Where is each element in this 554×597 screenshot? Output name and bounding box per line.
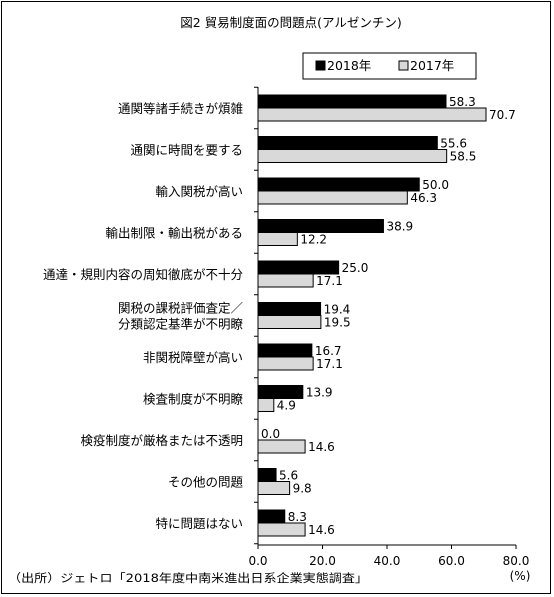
bar-2017年 <box>257 107 487 122</box>
data-label: 50.0 <box>422 178 449 192</box>
data-label: 4.9 <box>277 399 296 413</box>
data-label: 17.1 <box>316 357 343 371</box>
x-tick-label: 60.0 <box>438 554 465 568</box>
data-label: 14.6 <box>308 523 335 537</box>
source-note: （出所）ジェトロ「2018年度中南米進出日系企業実態調査」 <box>8 571 368 585</box>
bar-2018年 <box>257 177 420 192</box>
data-label: 16.7 <box>315 344 342 358</box>
bar-2017年 <box>257 190 408 205</box>
bar-2018年 <box>257 302 322 316</box>
bar-2017年 <box>257 273 314 288</box>
bar-2018年 <box>257 385 304 399</box>
data-label: 19.4 <box>324 303 351 317</box>
legend: 2018年 2017年 <box>302 52 477 80</box>
bar-2017年 <box>257 315 322 329</box>
category-label: 特に問題はない <box>155 516 243 531</box>
bar-2018年 <box>257 343 313 358</box>
bar-2018年 <box>257 509 286 524</box>
data-label: 46.3 <box>410 191 437 205</box>
category-label: 検疫制度が厳格または不透明 <box>80 433 243 448</box>
category-label: その他の問題 <box>168 475 244 490</box>
bar-2017年 <box>257 356 314 371</box>
bar-2017年 <box>257 522 306 537</box>
x-tick-label: 80.0 <box>503 554 530 568</box>
data-label: 17.1 <box>316 274 343 288</box>
legend-label-2017: 2017年 <box>410 58 454 73</box>
x-tick-label: 40.0 <box>374 554 401 568</box>
category-label: 通関等諸手続きが煩雑 <box>118 101 243 116</box>
legend-label-2018: 2018年 <box>327 58 371 73</box>
legend-box <box>302 52 477 80</box>
data-label: 9.8 <box>293 482 312 496</box>
bar-2018年 <box>257 94 447 109</box>
bar-2018年 <box>257 468 277 482</box>
data-label: 70.7 <box>489 108 516 122</box>
x-tick-label: 0.0 <box>248 554 267 568</box>
chart-title: 図2 貿易制度面の問題点(アルゼンチン) <box>180 15 402 30</box>
data-label: 0.0 <box>261 427 280 441</box>
bar-2017年 <box>257 149 448 163</box>
data-label: 58.5 <box>450 150 477 164</box>
plot-area: 0.0 20.0 40.0 60.0 80.0 通関等諸手続きが煩雑 58.3 70.7 通関に… <box>43 86 530 568</box>
bar-2017年 <box>257 398 275 412</box>
category-label: 検査制度が不明瞭 <box>143 392 244 407</box>
category-label: 非関税障壁が高い <box>143 350 243 365</box>
category-label: 通関に時間を要する <box>130 143 243 158</box>
bar-2017年 <box>257 481 291 495</box>
data-label: 38.9 <box>386 220 413 234</box>
bar-2017年 <box>257 439 306 454</box>
category-label: 輸入関税が高い <box>155 184 243 199</box>
x-axis-unit: (%) <box>510 569 531 583</box>
category-label: 輸出制限・輸出税がある <box>105 226 243 241</box>
bar-2018年 <box>257 136 438 150</box>
legend-swatch-2018 <box>315 60 326 71</box>
data-label: 8.3 <box>288 510 307 524</box>
data-label: 5.6 <box>279 469 298 483</box>
data-label: 19.5 <box>324 316 351 330</box>
data-label: 25.0 <box>342 261 369 275</box>
data-label: 13.9 <box>306 386 333 400</box>
category-label: 関税の課税評価査定／ <box>118 301 244 316</box>
x-tick-label: 20.0 <box>309 554 336 568</box>
category-label: 通達・規則内容の周知徹底が不十分 <box>43 267 243 282</box>
bar-2018年 <box>257 219 384 233</box>
data-label: 12.2 <box>300 233 327 247</box>
category-label: 分類認定基準が不明瞭 <box>118 317 244 332</box>
data-label: 14.6 <box>308 440 335 454</box>
legend-swatch-2017 <box>398 60 409 71</box>
bar-2017年 <box>257 232 298 246</box>
data-label: 58.3 <box>449 95 476 109</box>
data-label: 55.6 <box>440 137 467 151</box>
bar-2018年 <box>257 260 340 275</box>
